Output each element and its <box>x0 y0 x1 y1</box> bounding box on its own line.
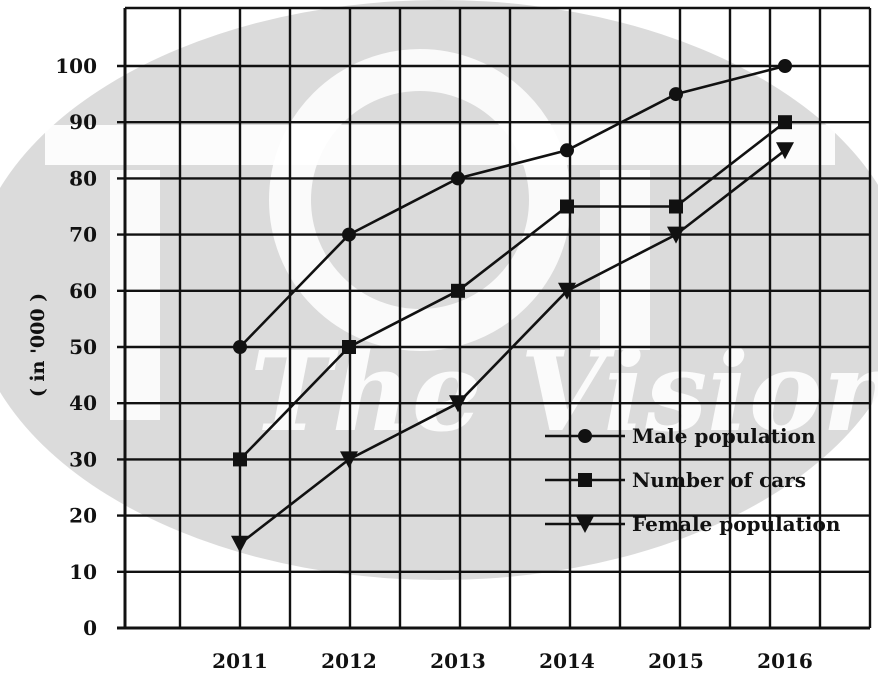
x-tick-label: 2012 <box>321 649 377 673</box>
series-square <box>233 115 792 467</box>
series-line <box>239 121 786 461</box>
watermark-band <box>45 125 835 165</box>
series-triangle <box>231 142 794 553</box>
data-point <box>231 535 249 553</box>
y-tick-label: 30 <box>69 447 97 471</box>
y-tick-label: 70 <box>69 223 97 247</box>
legend-marker <box>578 429 592 443</box>
y-tick-label: 0 <box>83 616 97 640</box>
y-tick-label: 10 <box>69 560 97 584</box>
x-tick-label: 2013 <box>430 649 486 673</box>
x-axis-ticks: 2011 2012 2013 2014 2015 2016 <box>212 649 813 673</box>
data-point <box>340 451 358 469</box>
data-point <box>778 59 792 73</box>
watermark-stroke-left <box>110 170 160 420</box>
data-point <box>667 226 685 244</box>
x-tick-label: 2016 <box>757 649 813 673</box>
data-point <box>342 227 356 242</box>
data-point <box>778 115 792 130</box>
x-tick-label: 2014 <box>539 649 595 673</box>
legend-label: Female population <box>632 512 841 536</box>
data-point <box>776 142 794 160</box>
data-point <box>342 340 356 354</box>
y-tick-label: 90 <box>69 110 97 134</box>
data-point <box>233 452 247 467</box>
x-tick-label: 2015 <box>648 649 704 673</box>
data-point <box>233 340 247 354</box>
y-tick-label: 50 <box>69 335 97 359</box>
y-tick-label: 60 <box>69 279 97 303</box>
x-tick-label: 2011 <box>212 649 268 673</box>
data-point <box>449 395 467 413</box>
data-point <box>451 283 465 298</box>
y-tick-label: 20 <box>69 504 97 528</box>
y-axis-ticks: 0 10 20 30 40 50 60 70 80 90 100 <box>55 54 97 640</box>
data-point <box>558 282 576 300</box>
y-axis-label: ( in '000 ) <box>27 293 49 397</box>
chart-legend: Male population Number of cars Female popu… <box>545 424 841 536</box>
data-point <box>669 87 683 102</box>
legend-marker <box>576 516 594 533</box>
data-point <box>669 199 683 214</box>
legend-label: Male population <box>632 424 816 448</box>
y-tick-label: 80 <box>69 166 97 190</box>
y-tick-label: 40 <box>69 391 97 415</box>
legend-label: Number of cars <box>632 468 806 492</box>
chart-series <box>231 59 794 553</box>
data-point <box>451 171 465 186</box>
data-point <box>560 143 574 158</box>
series-line <box>239 149 786 545</box>
y-tick-label: 100 <box>55 54 97 78</box>
data-point <box>560 199 574 214</box>
series-line <box>239 64 786 348</box>
legend-marker <box>578 473 592 487</box>
series-circle <box>233 59 792 354</box>
chart-grid <box>117 6 872 630</box>
